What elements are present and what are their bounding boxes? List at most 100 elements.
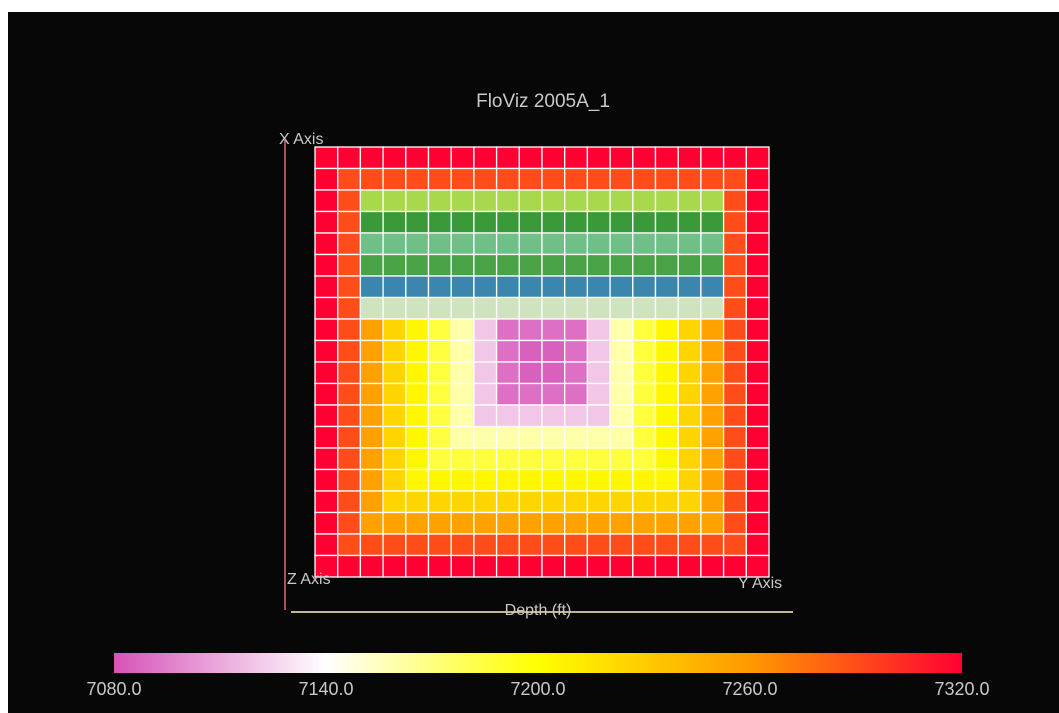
heatmap-cell (427, 533, 452, 557)
heatmap-cell (450, 425, 475, 449)
heatmap-cell (700, 490, 725, 514)
chart-title: FloViz 2005A_1 (476, 91, 610, 112)
heatmap-cell (382, 275, 407, 299)
heatmap-cell (745, 382, 770, 406)
heatmap-cell (722, 253, 747, 277)
heatmap-cell (473, 339, 498, 363)
heatmap-cell (745, 253, 770, 277)
heatmap-cell (677, 554, 702, 578)
heatmap-cell (632, 339, 657, 363)
heatmap-cell (382, 404, 407, 428)
heatmap-cell (518, 253, 543, 277)
heatmap-cell (564, 490, 589, 514)
heatmap-cell (586, 146, 611, 170)
heatmap-cell (609, 490, 634, 514)
heatmap-cell (314, 511, 339, 535)
heatmap-cell (700, 275, 725, 299)
heatmap-cell (609, 296, 634, 320)
heatmap-cell (722, 146, 747, 170)
heatmap-cell (632, 189, 657, 213)
heatmap-cell (473, 404, 498, 428)
heatmap-cell (745, 146, 770, 170)
heatmap-cell (450, 189, 475, 213)
heatmap-cell (382, 167, 407, 191)
heatmap-cell (427, 189, 452, 213)
heatmap-cell (518, 210, 543, 234)
heatmap-cell (541, 490, 566, 514)
heatmap-cell (541, 167, 566, 191)
heatmap-cell (700, 554, 725, 578)
heatmap-cell (700, 253, 725, 277)
y-axis-label: Y Axis (738, 575, 782, 592)
heatmap-cell (586, 296, 611, 320)
heatmap-cell (382, 189, 407, 213)
heatmap-cell (609, 533, 634, 557)
heatmap-cell (359, 533, 384, 557)
heatmap-cell (337, 296, 362, 320)
heatmap-cell (564, 253, 589, 277)
heatmap-cell (382, 361, 407, 385)
heatmap-cell (586, 253, 611, 277)
heatmap-cell (427, 382, 452, 406)
heatmap-cell (609, 318, 634, 342)
heatmap-cell (450, 339, 475, 363)
heatmap-cell (495, 167, 520, 191)
heatmap-cell (495, 210, 520, 234)
heatmap-cell (722, 167, 747, 191)
heatmap-cell (632, 232, 657, 256)
heatmap-cell (314, 404, 339, 428)
heatmap-cell (564, 232, 589, 256)
heatmap-cell (405, 189, 430, 213)
heatmap-cell (722, 189, 747, 213)
heatmap-cell (722, 490, 747, 514)
heatmap-cell (518, 468, 543, 492)
heatmap-cell (632, 210, 657, 234)
heatmap-cell (745, 490, 770, 514)
heatmap-cell (586, 361, 611, 385)
heatmap-cell (632, 296, 657, 320)
plot-canvas: FloViz 2005A_1 X Axis Z Axis Y Axis Dept… (86, 91, 989, 699)
heatmap-cell (427, 447, 452, 471)
heatmap-cell (495, 296, 520, 320)
heatmap-cell (405, 382, 430, 406)
heatmap-cell (359, 167, 384, 191)
heatmap-cell (450, 404, 475, 428)
heatmap-cell (450, 146, 475, 170)
heatmap-cell (337, 210, 362, 234)
heatmap-cell (382, 296, 407, 320)
heatmap-cell (473, 296, 498, 320)
heatmap-cell (382, 210, 407, 234)
heatmap-cell (405, 296, 430, 320)
depth-axis-label: Depth (ft) (505, 602, 572, 619)
heatmap-cell (495, 425, 520, 449)
heatmap-cell (405, 167, 430, 191)
heatmap-cell (495, 447, 520, 471)
heatmap-cell (745, 189, 770, 213)
heatmap-cell (359, 253, 384, 277)
heatmap-cell (564, 533, 589, 557)
heatmap-cell (427, 318, 452, 342)
heatmap-cell (518, 447, 543, 471)
heatmap-cell (722, 425, 747, 449)
heatmap-cell (427, 210, 452, 234)
heatmap-cell (745, 275, 770, 299)
heatmap-cell (654, 296, 679, 320)
heatmap-cell (450, 468, 475, 492)
heatmap-cell (427, 490, 452, 514)
heatmap-cell (337, 447, 362, 471)
colorbar (114, 653, 962, 673)
heatmap-cell (541, 382, 566, 406)
heatmap-cell (632, 533, 657, 557)
heatmap-cell (677, 382, 702, 406)
heatmap-cell (700, 382, 725, 406)
heatmap-cell (473, 275, 498, 299)
heatmap-cell (564, 146, 589, 170)
heatmap-cell (564, 425, 589, 449)
heatmap-cell (564, 468, 589, 492)
heatmap-cell (473, 382, 498, 406)
heatmap-cell (745, 447, 770, 471)
heatmap-cell (518, 425, 543, 449)
heatmap-cell (609, 210, 634, 234)
heatmap-cell (382, 318, 407, 342)
heatmap-cell (654, 382, 679, 406)
